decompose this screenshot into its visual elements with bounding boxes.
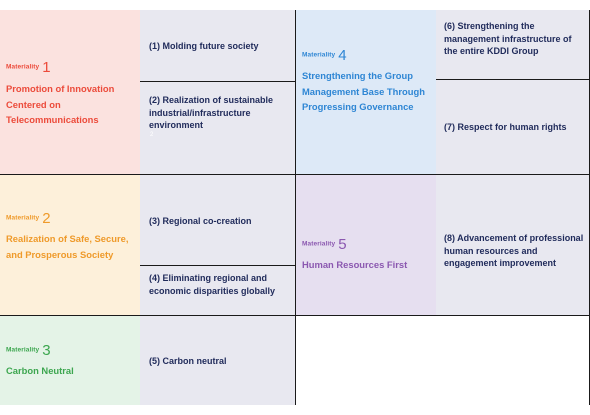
materiality-4-title: Strengthening the Group Management Base … [302, 70, 425, 112]
materiality-5-number: 5 [338, 236, 347, 254]
materiality-3-number: 3 [42, 342, 51, 360]
materiality-2-number: 2 [42, 210, 51, 228]
materiality-1-title: Promotion of Innovation Centered on Tele… [6, 83, 115, 125]
divider [140, 81, 295, 82]
item-1-text: (1) Molding future society [149, 41, 259, 51]
item-7-text: (7) Respect for human rights [444, 122, 567, 132]
materiality-1-word: Materiality [6, 63, 40, 71]
item-8-text: (8) Advancement of professional human re… [444, 233, 584, 268]
materiality-2-word: Materiality [6, 214, 40, 222]
materiality-3-word: Materiality [6, 346, 40, 354]
materiality-5-cell: Materiality 5 Human Resources First [296, 175, 436, 315]
item-2-text: (2) Realization of sustainable industria… [149, 95, 274, 130]
item-5-cell-bg [140, 316, 295, 405]
materiality-5-title: Human Resources First [302, 259, 408, 270]
materiality-4-word: Materiality [302, 51, 336, 59]
materiality-2-heading: Materiality 2 [6, 211, 134, 227]
materiality-2-cell: Materiality 2 Realization of Safe, Secure… [0, 175, 140, 315]
divider [436, 79, 590, 80]
item-4-text: (4) Eliminating regional and economic di… [149, 273, 276, 296]
materiality-1-heading: Materiality 1 [6, 60, 134, 76]
materiality-5-heading: Materiality 5 [302, 237, 430, 253]
materiality-1-cell: Materiality 1 Promotion of Innovation Cen… [0, 10, 140, 174]
item-3-text: (3) Regional co-creation [149, 216, 252, 226]
materiality-4-number: 4 [338, 47, 347, 65]
materiality-5-word: Materiality [302, 240, 336, 248]
empty-cell [296, 316, 590, 405]
divider [295, 10, 296, 405]
items-column-1-bg [140, 10, 295, 316]
items-column-2-bg [436, 10, 590, 316]
materiality-2-title: Realization of Safe, Secure, and Prosper… [6, 233, 129, 260]
materiality-4-cell: Materiality 4 Strengthening the Group Man… [296, 10, 436, 174]
materiality-3-heading: Materiality 3 [6, 343, 134, 359]
divider [140, 265, 295, 266]
materiality-3-cell: Materiality 3 Carbon Neutral [0, 316, 140, 405]
stray-mark: 2 [150, 132, 154, 138]
materiality-4-heading: Materiality 4 [302, 48, 430, 64]
materiality-3-title: Carbon Neutral [6, 365, 74, 376]
item-6-text: (6) Strengthening the management infrast… [444, 21, 572, 56]
item-5-text: (5) Carbon neutral [149, 356, 227, 366]
materiality-1-number: 1 [42, 59, 51, 77]
